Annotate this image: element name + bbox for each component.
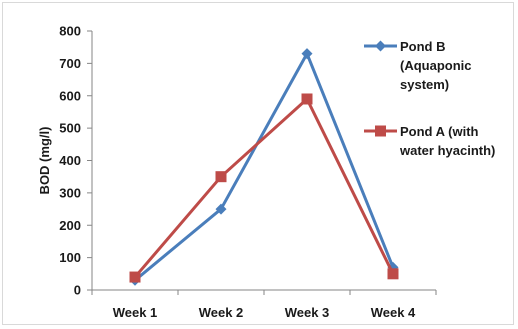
legend-label: water hyacinth) <box>399 143 495 158</box>
legend-swatch-marker <box>375 125 386 137</box>
series-line <box>133 97 395 279</box>
y-tick-label: 800 <box>59 24 81 39</box>
x-tick-label: Week 4 <box>371 305 416 320</box>
series-layer <box>129 48 399 286</box>
data-point <box>387 268 399 280</box>
y-tick-label: 0 <box>74 283 81 298</box>
x-tick-label: Week 1 <box>113 305 158 320</box>
y-axis-title: BOD (mg/l) <box>37 127 52 195</box>
legend-label: system) <box>400 77 449 92</box>
data-point <box>129 271 141 283</box>
legend-label: (Aquaponic <box>400 58 472 73</box>
legend: Pond B (Aquaponic system) Pond A (with water… <box>364 39 495 158</box>
series-1 <box>129 48 399 286</box>
y-tick-label: 700 <box>59 56 81 71</box>
legend-swatch-marker <box>375 40 386 52</box>
legend-item-1: Pond B (Aquaponic system) <box>364 39 472 92</box>
x-tick-label: Week 3 <box>285 305 330 320</box>
y-tick-label: 200 <box>59 218 81 233</box>
legend-label: Pond B <box>400 39 446 54</box>
x-tick-labels: Week 1 Week 2 Week 3 Week 4 <box>113 305 416 320</box>
data-point <box>301 93 313 105</box>
data-point <box>215 203 227 215</box>
legend-label: Pond A (with <box>400 124 479 139</box>
y-tick-labels: 0 100 200 300 400 500 600 700 800 <box>59 24 81 298</box>
series-2 <box>129 93 399 283</box>
y-tick-label: 500 <box>59 121 81 136</box>
y-tick-label: 100 <box>59 250 81 265</box>
y-tick-label: 300 <box>59 185 81 200</box>
chart-frame <box>2 2 514 325</box>
data-point <box>301 48 313 60</box>
legend-item-2: Pond A (with water hyacinth) <box>364 124 495 158</box>
axes <box>87 30 437 295</box>
data-point <box>215 171 227 183</box>
y-tick-label: 400 <box>59 153 81 168</box>
series-line <box>134 52 395 282</box>
y-tick-label: 600 <box>59 88 81 103</box>
x-tick-label: Week 2 <box>199 305 244 320</box>
